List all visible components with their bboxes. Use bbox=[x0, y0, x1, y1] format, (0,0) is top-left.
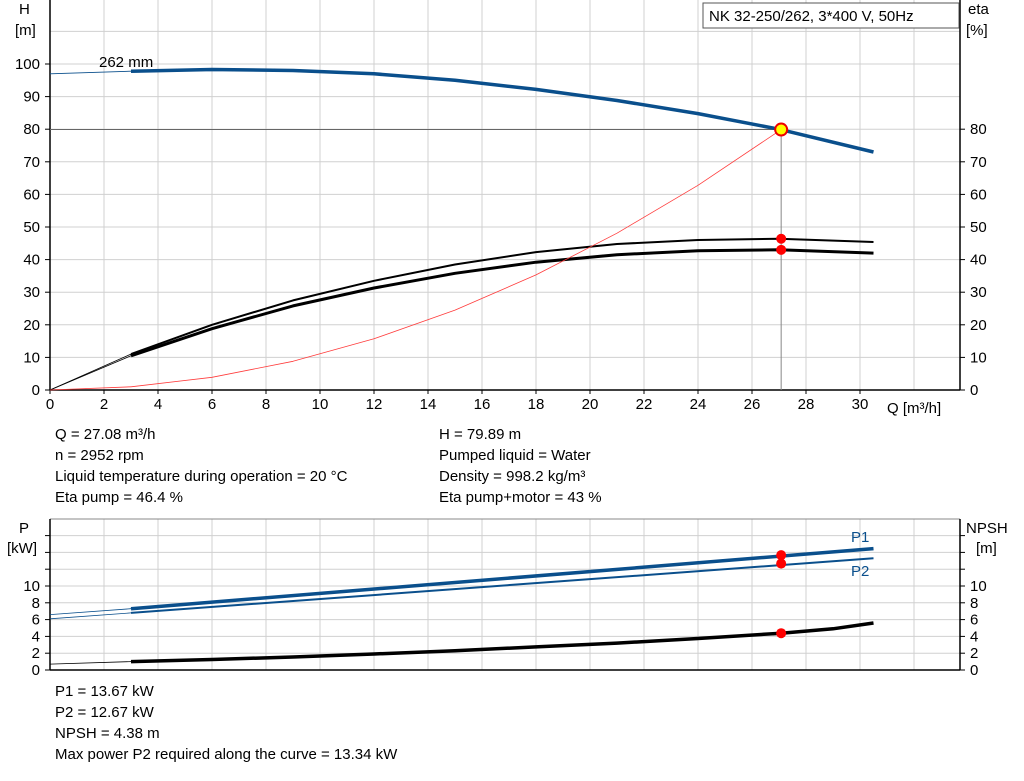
y2-tick-label: 0 bbox=[970, 382, 978, 399]
info-eta-total: Eta pump+motor = 43 % bbox=[439, 489, 602, 506]
y-tick-label: 80 bbox=[23, 121, 40, 138]
info-power: P1 = 13.67 kW P2 = 12.67 kW NPSH = 4.38 … bbox=[55, 681, 397, 765]
info-head: H = 79.89 m bbox=[439, 426, 522, 443]
y-tick-label: 8 bbox=[32, 595, 40, 612]
x-tick-label: 18 bbox=[528, 396, 545, 413]
y-tick-label: 50 bbox=[23, 219, 40, 236]
series-system-extrapolated bbox=[49, 386, 132, 391]
op-point-duty bbox=[774, 122, 789, 137]
y-tick-label: 30 bbox=[23, 284, 40, 301]
x-tick-label: 28 bbox=[798, 396, 815, 413]
y2-tick-label: 80 bbox=[970, 121, 987, 138]
x-tick-label: 30 bbox=[852, 396, 869, 413]
y-axis-label: H bbox=[19, 1, 30, 18]
legend-p2: P2 bbox=[851, 563, 869, 580]
y2-tick-label: 8 bbox=[970, 595, 978, 612]
y-tick-label: 70 bbox=[23, 154, 40, 171]
info-liquid: Pumped liquid = Water bbox=[439, 447, 591, 464]
y-tick-label: 0 bbox=[32, 662, 40, 679]
op-point-p2 bbox=[776, 558, 787, 569]
info-speed: n = 2952 rpm bbox=[55, 447, 144, 464]
series-P1-extrapolated bbox=[49, 608, 132, 615]
y-tick-label: 6 bbox=[32, 612, 40, 629]
op-point-eta-total bbox=[776, 244, 787, 255]
op-point-npsh bbox=[776, 628, 787, 639]
y2-tick-label: 60 bbox=[970, 186, 987, 203]
info-left: Q = 27.08 m³/h n = 2952 rpm Liquid tempe… bbox=[55, 424, 347, 508]
info-eta-pump: Eta pump = 46.4 % bbox=[55, 489, 183, 506]
y2-tick-label: 6 bbox=[970, 612, 978, 629]
x-tick-label: 14 bbox=[420, 396, 437, 413]
y-axis-label: P bbox=[19, 520, 29, 537]
y2-tick-label: 50 bbox=[970, 219, 987, 236]
curve-label: 262 mm bbox=[99, 54, 153, 71]
series-eta_pump bbox=[130, 237, 874, 356]
y2-tick-label: 10 bbox=[970, 578, 987, 595]
info-p1: P1 = 13.67 kW bbox=[55, 683, 154, 700]
x-tick-label: 10 bbox=[312, 396, 329, 413]
y2-tick-label: 10 bbox=[970, 349, 987, 366]
x-tick-label: 16 bbox=[474, 396, 491, 413]
series-P2-extrapolated bbox=[49, 612, 132, 620]
y2-axis-label: eta bbox=[968, 1, 990, 18]
series-H-extrapolated bbox=[49, 70, 132, 75]
info-npsh: NPSH = 4.38 m bbox=[55, 725, 160, 742]
y-tick-label: 20 bbox=[23, 317, 40, 334]
x-tick-label: 0 bbox=[46, 396, 54, 413]
series-eta_pump_motor bbox=[130, 248, 874, 358]
y2-tick-label: 2 bbox=[970, 645, 978, 662]
series-eta_pump_motor-extrapolated bbox=[49, 355, 132, 391]
y2-tick-label: 40 bbox=[970, 252, 987, 269]
y-tick-label: 0 bbox=[32, 382, 40, 399]
info-p2: P2 = 12.67 kW bbox=[55, 704, 154, 721]
series-NPSH bbox=[130, 621, 874, 664]
y-tick-label: 2 bbox=[32, 645, 40, 662]
y-tick-label: 100 bbox=[15, 56, 40, 73]
y-tick-label: 10 bbox=[23, 349, 40, 366]
x-tick-label: 4 bbox=[154, 396, 162, 413]
y-tick-label: 60 bbox=[23, 186, 40, 203]
series-H bbox=[130, 67, 874, 154]
x-tick-label: 20 bbox=[582, 396, 599, 413]
info-right: H = 79.89 m Pumped liquid = Water Densit… bbox=[439, 424, 602, 508]
y2-axis-unit: [%] bbox=[966, 22, 988, 39]
y-tick-label: 4 bbox=[32, 628, 40, 645]
x-tick-label: 24 bbox=[690, 396, 707, 413]
series-NPSH-extrapolated bbox=[49, 661, 132, 665]
y2-axis-label: NPSH bbox=[966, 520, 1008, 537]
title-box bbox=[702, 2, 960, 29]
x-tick-label: 8 bbox=[262, 396, 270, 413]
y2-tick-label: 4 bbox=[970, 628, 978, 645]
x-tick-label: 26 bbox=[744, 396, 761, 413]
y-tick-label: 40 bbox=[23, 252, 40, 269]
y2-tick-label: 30 bbox=[970, 284, 987, 301]
chart-title: NK 32-250/262, 3*400 V, 50Hz bbox=[709, 8, 914, 25]
y2-tick-label: 0 bbox=[970, 662, 978, 679]
y2-tick-label: 70 bbox=[970, 154, 987, 171]
info-max-p2: Max power P2 required along the curve = … bbox=[55, 746, 398, 763]
info-flow: Q = 27.08 m³/h bbox=[55, 426, 156, 443]
series-P1 bbox=[130, 546, 874, 611]
series-system bbox=[130, 129, 782, 388]
info-density: Density = 998.2 kg/m³ bbox=[439, 468, 586, 485]
legend-p1: P1 bbox=[851, 529, 869, 546]
op-point-eta-pump bbox=[776, 233, 787, 244]
x-tick-label: 12 bbox=[366, 396, 383, 413]
y-axis-unit: [kW] bbox=[7, 540, 37, 557]
series-P2 bbox=[130, 557, 874, 614]
info-temperature: Liquid temperature during operation = 20… bbox=[55, 468, 348, 485]
y-tick-label: 10 bbox=[23, 578, 40, 595]
x-tick-label: 22 bbox=[636, 396, 653, 413]
op-point-p1 bbox=[776, 550, 787, 561]
y2-tick-label: 20 bbox=[970, 317, 987, 334]
y2-axis-unit: [m] bbox=[976, 540, 997, 557]
x-tick-label: 2 bbox=[100, 396, 108, 413]
y-tick-label: 90 bbox=[23, 89, 40, 106]
x-axis-label: Q [m³/h] bbox=[887, 400, 941, 417]
y-axis-unit: [m] bbox=[15, 22, 36, 39]
x-tick-label: 6 bbox=[208, 396, 216, 413]
